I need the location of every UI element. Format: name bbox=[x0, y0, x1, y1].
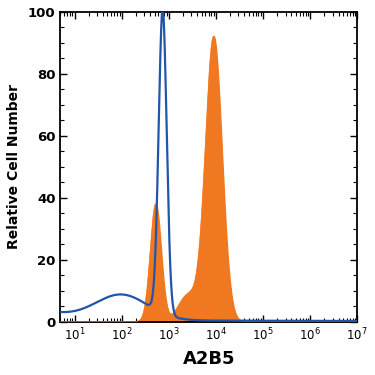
X-axis label: A2B5: A2B5 bbox=[183, 350, 235, 368]
Y-axis label: Relative Cell Number: Relative Cell Number bbox=[7, 84, 21, 249]
